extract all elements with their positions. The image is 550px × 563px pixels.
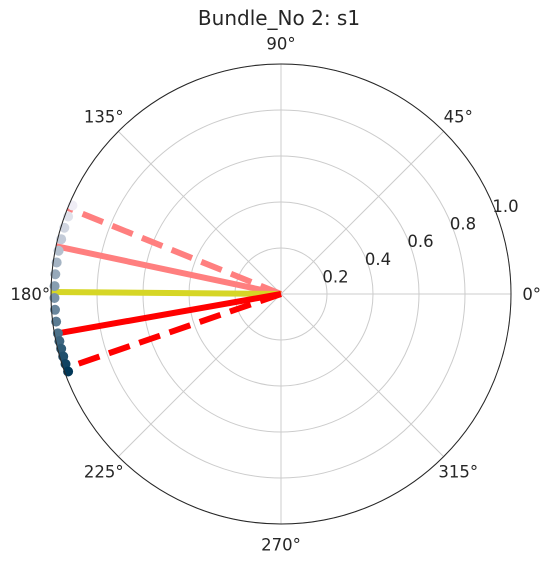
radial-tick-label: 0.2 (322, 267, 348, 286)
scatter-point (53, 245, 64, 256)
angular-tick-label: 45° (444, 108, 473, 127)
radial-tick-label: 1.0 (492, 197, 518, 216)
angular-tick-label: 270° (261, 536, 301, 555)
series-line (55, 243, 282, 297)
grid-spoke (118, 131, 282, 295)
radial-tick-label: 0.8 (450, 215, 476, 234)
grid-spoke (280, 293, 444, 457)
scatter-point (49, 292, 60, 303)
polar-frame (50, 63, 512, 525)
series-line (50, 288, 282, 297)
radial-tick-label: 0.6 (407, 232, 433, 251)
grid-spoke (280, 131, 444, 295)
radial-tick-label: 0.4 (365, 250, 391, 269)
angular-tick-label: 135° (84, 108, 124, 127)
chart-title: Bundle_No 2: s1 (198, 6, 360, 30)
angular-tick-label: 90° (266, 34, 295, 53)
series-line (66, 205, 283, 297)
series-line (53, 291, 282, 337)
tick-labels: 0° 45° 90° 135° 180° 225° 270° 315° 0.2 0.4 0.6 0.8… (10, 34, 541, 554)
angular-tick-label: 180° (10, 285, 50, 304)
scatter-point (54, 336, 65, 347)
scatter-point (49, 281, 60, 292)
line-series (50, 205, 283, 372)
angular-tick-label: 315° (438, 462, 478, 481)
angular-tick-label: 225° (84, 462, 124, 481)
scatter-series (49, 200, 78, 377)
grid-spoke (118, 293, 282, 457)
scatter-point (50, 304, 61, 315)
scatter-point (51, 257, 62, 268)
scatter-point (52, 328, 63, 339)
scatter-point (50, 269, 61, 280)
scatter-point (51, 316, 62, 327)
series-line (62, 291, 282, 372)
angular-tick-label: 0° (522, 285, 541, 304)
